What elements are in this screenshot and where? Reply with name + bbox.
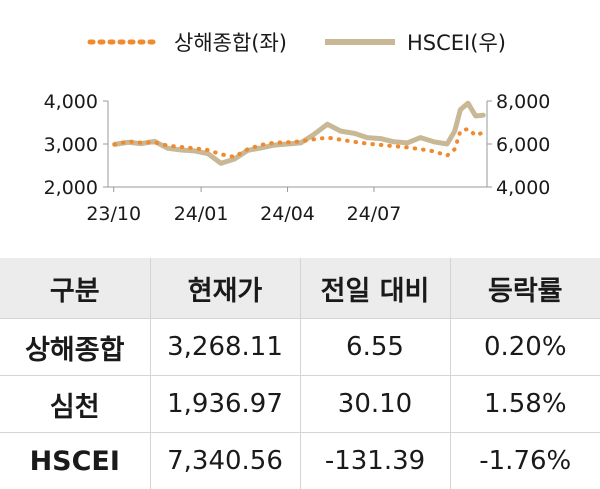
legend-label-hscei: HSCEI(우) bbox=[407, 31, 506, 55]
row-rate: -1.76% bbox=[450, 433, 600, 489]
col-header-category: 구분 bbox=[0, 258, 150, 319]
table-row: 상해종합 3,268.11 6.55 0.20% bbox=[0, 319, 600, 376]
y-left-tick-label: 2,000 bbox=[44, 177, 98, 199]
col-header-change: 전일 대비 bbox=[300, 258, 450, 319]
x-tick-label: 24/01 bbox=[174, 203, 229, 225]
y-right-tick-label: 6,000 bbox=[496, 134, 550, 156]
market-table: 구분 현재가 전일 대비 등락률 상해종합 3,268.11 6.55 0.20… bbox=[0, 258, 600, 489]
y-right-tick-label: 4,000 bbox=[496, 177, 550, 199]
row-rate: 1.58% bbox=[450, 376, 600, 433]
y-left-tick-label: 3,000 bbox=[44, 134, 98, 156]
row-price: 3,268.11 bbox=[150, 319, 300, 376]
x-tick-label: 23/10 bbox=[86, 203, 141, 225]
series-line-hscei bbox=[115, 103, 484, 163]
row-rate: 0.20% bbox=[450, 319, 600, 376]
x-tick-label: 24/07 bbox=[347, 203, 402, 225]
y-left-tick-label: 4,000 bbox=[44, 91, 98, 113]
row-price: 1,936.97 bbox=[150, 376, 300, 433]
col-header-rate: 등락률 bbox=[450, 258, 600, 319]
row-change: 30.10 bbox=[300, 376, 450, 433]
legend-label-shanghai: 상해종합(좌) bbox=[174, 31, 287, 55]
row-name: 심천 bbox=[0, 376, 150, 433]
col-header-price: 현재가 bbox=[150, 258, 300, 319]
row-name: 상해종합 bbox=[0, 319, 150, 376]
plot-area bbox=[115, 103, 484, 163]
row-change: -131.39 bbox=[300, 433, 450, 489]
table-row: 심천 1,936.97 30.10 1.58% bbox=[0, 376, 600, 433]
legend: 상해종합(좌) HSCEI(우) bbox=[90, 31, 506, 55]
table-row: HSCEI 7,340.56 -131.39 -1.76% bbox=[0, 433, 600, 489]
x-tick-label: 24/04 bbox=[260, 203, 315, 225]
row-change: 6.55 bbox=[300, 319, 450, 376]
row-price: 7,340.56 bbox=[150, 433, 300, 489]
y-right-tick-label: 8,000 bbox=[496, 91, 550, 113]
row-name: HSCEI bbox=[0, 433, 150, 489]
table-header-row: 구분 현재가 전일 대비 등락률 bbox=[0, 258, 600, 319]
chart: 상해종합(좌) HSCEI(우) 4,000 3,000 2,000 8,000 6,0… bbox=[0, 0, 600, 250]
